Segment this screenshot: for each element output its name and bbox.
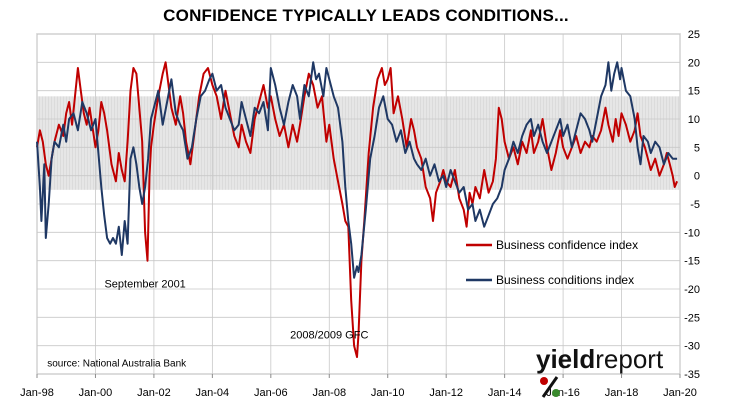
annotation-label: September 2001 [104,278,185,290]
y-tick-label: 5 [694,142,700,154]
y-tick-label: 0 [694,171,700,183]
legend-label-business-conditions: Business conditions index [496,273,634,287]
yieldreport-logo: yieldreport [536,344,686,398]
y-tick-label: -20 [684,284,700,296]
x-tick-label: Jan-18 [605,387,639,399]
y-tick-label: 15 [688,86,700,98]
legend-label-business-confidence: Business confidence index [496,238,638,252]
chart-title: CONFIDENCE TYPICALLY LEADS CONDITIONS... [163,6,569,25]
series-line-business-confidence [36,61,679,358]
x-tick-label: Jan-00 [79,387,113,399]
source-note: source: National Australia Bank [47,359,187,370]
y-tick-label: -35 [684,369,700,381]
x-tick-label: Jan-06 [254,387,288,399]
y-tick-label: -15 [684,256,700,268]
x-tick-label: Jan-02 [137,387,171,399]
x-tick-label: Jan-10 [371,387,405,399]
percent-logo-icon [540,376,560,398]
y-tick-label: -5 [690,199,700,211]
x-tick-label: Jan-12 [429,387,463,399]
y-tick-label: 20 [688,57,700,69]
annotation-label: 2008/2009 GFC [290,329,368,341]
x-tick-label: Jan-98 [20,387,54,399]
y-tick-label: 10 [688,114,700,126]
x-tick-label: Jan-08 [312,387,346,399]
series-line-business-conditions [36,61,678,279]
y-tick-label: -10 [684,227,700,239]
x-tick-label: Jan-04 [196,387,230,399]
y-tick-label: -25 [684,312,700,324]
x-tick-label: Jan-20 [663,387,697,399]
y-tick-label: 25 [688,29,700,41]
x-tick-label: Jan-14 [488,387,522,399]
logo-report-text: report [595,344,664,374]
logo-yield-text: yield [536,344,596,374]
y-tick-label: -30 [684,341,700,353]
